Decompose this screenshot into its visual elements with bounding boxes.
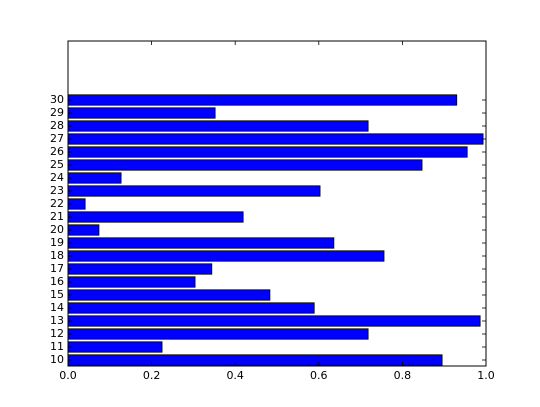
- x-tick-label: 0.0: [59, 369, 77, 382]
- bar: [67, 289, 271, 301]
- y-tick-label: 23: [50, 184, 64, 197]
- bar: [67, 172, 122, 184]
- y-tick-label: 12: [50, 327, 64, 340]
- bar: [67, 107, 216, 119]
- y-tick-label: 17: [50, 262, 64, 275]
- bar: [67, 237, 335, 249]
- y-tick-label: 27: [50, 132, 64, 145]
- bar: [67, 276, 196, 288]
- x-tick-label: 0.4: [226, 369, 244, 382]
- y-tick-label: 15: [50, 288, 64, 301]
- y-tick-label: 26: [50, 145, 64, 158]
- x-tick-label: 1.0: [477, 369, 495, 382]
- y-tick-label: 16: [50, 275, 64, 288]
- y-tick-label: 21: [50, 210, 64, 223]
- bar: [67, 250, 385, 262]
- bar: [67, 185, 321, 197]
- bar: [67, 146, 468, 158]
- bar: [67, 328, 369, 340]
- y-tick-label: 10: [50, 353, 64, 366]
- y-tick-label: 30: [50, 93, 64, 106]
- x-tick-label: 0.2: [143, 369, 161, 382]
- y-tick-label: 13: [50, 314, 64, 327]
- y-tick-label: 14: [50, 301, 64, 314]
- bar: [67, 302, 315, 314]
- bar: [67, 315, 481, 327]
- bar: [67, 120, 369, 132]
- y-tick-label: 18: [50, 249, 64, 262]
- y-tick-label: 11: [50, 340, 64, 353]
- bar: [67, 224, 100, 236]
- y-tick-label: 25: [50, 158, 64, 171]
- x-tick-label: 0.8: [394, 369, 412, 382]
- bar: [67, 159, 423, 171]
- y-tick-label: 29: [50, 106, 64, 119]
- y-tick-label: 22: [50, 197, 64, 210]
- bar: [67, 354, 443, 366]
- bar: [67, 133, 484, 145]
- plot-frame: [67, 40, 487, 367]
- y-tick-label: 28: [50, 119, 64, 132]
- y-tick-label: 24: [50, 171, 64, 184]
- bar: [67, 341, 163, 353]
- bar: [67, 94, 458, 106]
- bar: [67, 211, 244, 223]
- y-tick-label: 20: [50, 223, 64, 236]
- y-tick-label: 19: [50, 236, 64, 249]
- x-tick-label: 0.6: [310, 369, 328, 382]
- bar: [67, 263, 213, 275]
